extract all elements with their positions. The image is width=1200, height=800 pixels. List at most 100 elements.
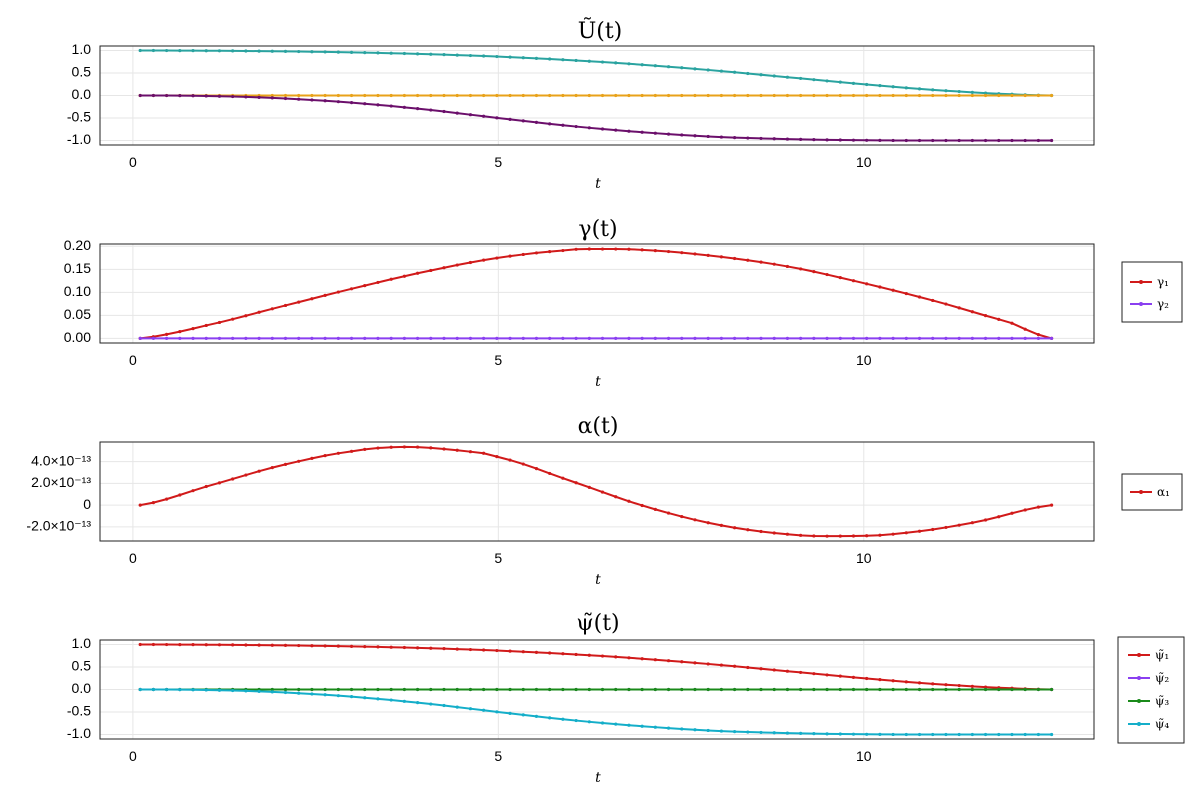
data-point (666, 659, 671, 663)
data-point (983, 93, 988, 98)
data-point (983, 687, 988, 692)
data-point (376, 103, 380, 107)
panel-unitary: Ũ(t) 1.0 0.5 0.0 -0.5 -1.0 0 5 10 t (67, 16, 1095, 192)
data-point (310, 456, 314, 460)
data-point (838, 732, 842, 736)
data-point (376, 51, 380, 55)
x-axis-label: t (595, 770, 601, 786)
data-point (482, 451, 486, 455)
data-point (759, 260, 763, 264)
legend-entry: ψ̃₁ (1128, 648, 1169, 662)
plot-frame (99, 441, 1095, 542)
data-point (904, 732, 908, 737)
data-point (799, 336, 803, 340)
data-point (746, 71, 750, 76)
data-point (693, 336, 697, 340)
data-point (627, 499, 631, 503)
data-point (746, 528, 750, 532)
data-point (680, 660, 684, 664)
data-point (363, 645, 367, 649)
data-point (442, 687, 446, 692)
data-point (442, 447, 446, 451)
x-tick-label: 10 (856, 352, 872, 368)
data-point (574, 93, 578, 98)
data-point (851, 687, 856, 692)
data-point (653, 507, 657, 511)
data-point (812, 534, 816, 538)
data-point (257, 310, 261, 314)
data-point (865, 93, 869, 98)
data-point (812, 672, 816, 676)
data-point (772, 731, 776, 735)
data-point (957, 683, 961, 688)
legend-label: ψ̃₃ (1155, 694, 1169, 708)
data-point (138, 503, 142, 507)
data-point (1050, 732, 1054, 737)
x-tick-label: 5 (494, 352, 502, 368)
data-point (191, 643, 195, 647)
data-point (706, 93, 710, 98)
data-point (878, 84, 882, 88)
data-point (1010, 138, 1014, 143)
data-point (363, 696, 367, 700)
data-point (363, 687, 367, 692)
data-point (548, 716, 552, 720)
data-point (349, 687, 354, 692)
data-point (323, 50, 327, 54)
data-point (442, 336, 446, 340)
data-point (389, 277, 393, 281)
data-point (640, 93, 644, 98)
data-point (957, 89, 961, 94)
data-point (574, 124, 578, 129)
data-point (270, 643, 274, 647)
data-point (772, 74, 776, 78)
data-point (719, 93, 723, 98)
data-point (891, 336, 895, 340)
data-point (825, 673, 829, 677)
data-point (310, 50, 314, 54)
data-point (468, 93, 473, 98)
data-point (283, 96, 288, 101)
data-point (217, 643, 222, 647)
data-point (270, 687, 274, 692)
data-point (191, 688, 195, 692)
data-point (349, 50, 354, 54)
data-point (706, 687, 710, 692)
data-point (336, 50, 340, 54)
data-point (1036, 333, 1040, 337)
data-point (231, 643, 235, 647)
data-point (812, 732, 816, 736)
y-tick-label: 0.0 (72, 680, 92, 696)
legend-label: ψ̃₂ (1155, 671, 1169, 685)
data-point (455, 705, 459, 709)
data-point (257, 49, 261, 53)
data-point (1010, 336, 1014, 340)
data-point (402, 687, 406, 692)
data-point (508, 117, 512, 121)
data-point (627, 93, 631, 98)
data-point (878, 732, 882, 736)
data-point (759, 667, 763, 671)
data-point (904, 86, 908, 90)
data-point (244, 49, 248, 53)
data-point (931, 687, 935, 692)
data-point (138, 48, 142, 53)
data-point (363, 51, 367, 55)
data-point (680, 66, 684, 70)
legend-label: ψ̃₁ (1155, 648, 1169, 662)
data-point (785, 75, 790, 79)
series-group (138, 445, 1054, 538)
x-tick-label: 0 (129, 352, 137, 368)
data-point (706, 728, 710, 733)
data-point (389, 698, 393, 702)
data-point (666, 511, 671, 515)
data-point (627, 129, 631, 133)
data-point (600, 721, 605, 725)
data-point (865, 534, 869, 538)
data-point (719, 687, 723, 692)
data-point (772, 531, 776, 535)
data-point (944, 732, 948, 737)
data-point (415, 271, 420, 275)
data-point (310, 692, 314, 696)
data-point (799, 267, 803, 271)
